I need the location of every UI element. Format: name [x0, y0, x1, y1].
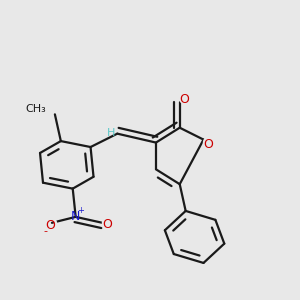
Text: O: O	[178, 92, 191, 107]
Text: O: O	[203, 138, 213, 151]
Text: -: -	[44, 226, 47, 236]
Text: H: H	[107, 128, 116, 138]
Text: O: O	[179, 93, 189, 106]
Text: CH₃: CH₃	[25, 104, 46, 114]
Text: O: O	[44, 218, 57, 233]
Text: O: O	[46, 219, 56, 232]
Text: +: +	[78, 206, 85, 215]
Text: O: O	[202, 136, 214, 152]
Text: N: N	[71, 210, 80, 224]
Text: O: O	[100, 217, 113, 232]
Text: O: O	[102, 218, 112, 231]
